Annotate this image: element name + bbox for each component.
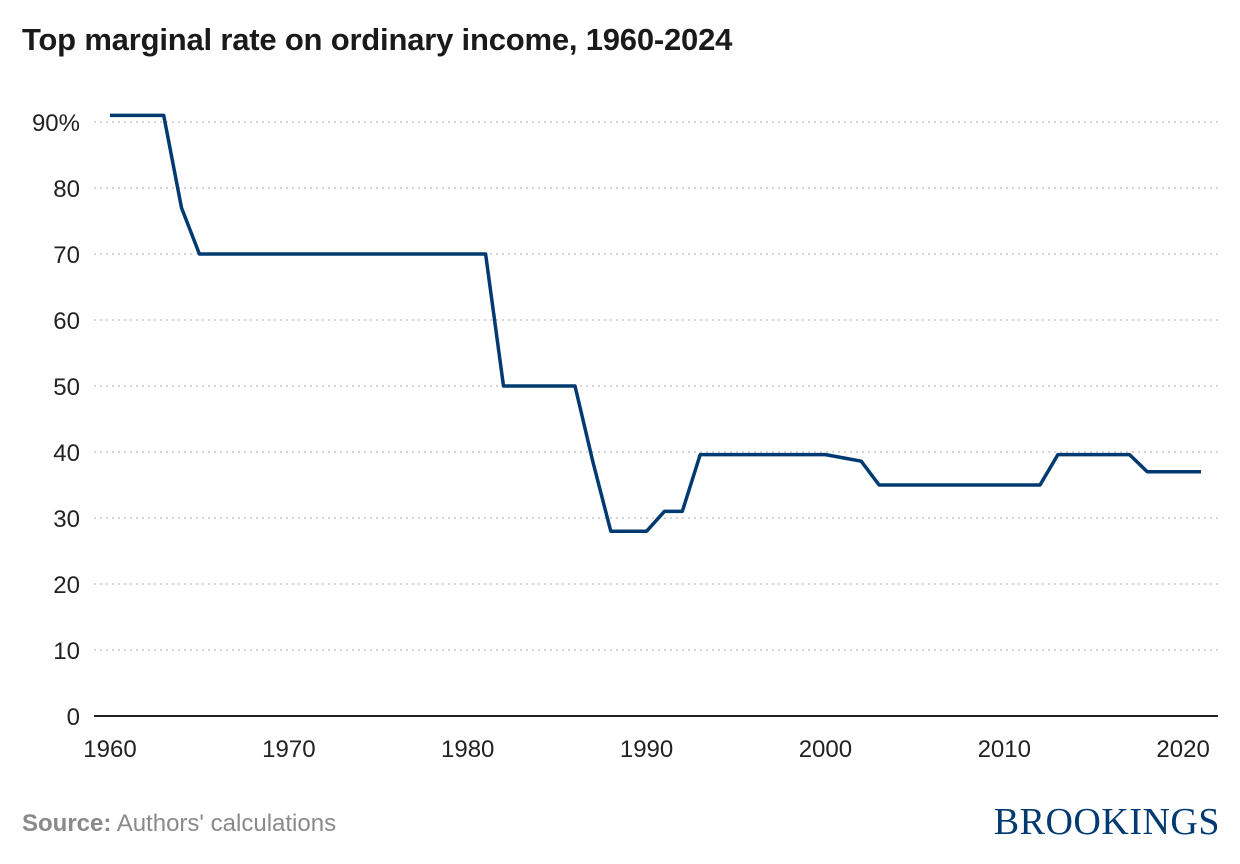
y-axis-ticks: 0 10 20 30 40 50 60 70 80 90% — [32, 110, 80, 731]
x-tick-label: 2010 — [978, 736, 1031, 763]
source-text: Authors' calculations — [116, 810, 337, 837]
y-tick-label: 10 — [53, 638, 80, 665]
series-line — [110, 113, 1201, 533]
x-tick-label: 2020 — [1156, 736, 1209, 763]
y-tick-label: 30 — [53, 506, 80, 533]
gridlines — [94, 121, 1218, 651]
y-tick-label: 40 — [53, 440, 80, 467]
x-tick-label: 1970 — [262, 736, 315, 763]
x-tick-label: 2000 — [799, 736, 852, 763]
y-tick-label: 0 — [67, 704, 80, 731]
chart-title: Top marginal rate on ordinary income, 19… — [22, 22, 733, 57]
source-label: Source: — [22, 810, 112, 837]
y-tick-label: 80 — [53, 176, 80, 203]
y-tick-label: 20 — [53, 572, 80, 599]
x-tick-label: 1990 — [620, 736, 673, 763]
y-tick-label: 50 — [53, 374, 80, 401]
brookings-logo: BROOKINGS — [993, 801, 1220, 843]
y-tick-label: 60 — [53, 308, 80, 335]
y-tick-label: 70 — [53, 242, 80, 269]
x-tick-label: 1960 — [83, 736, 136, 763]
x-tick-label: 1980 — [441, 736, 494, 763]
source-note: Source: Authors' calculations — [22, 810, 336, 838]
x-axis-ticks: 1960 1970 1980 1990 2000 2010 2020 — [83, 736, 1210, 763]
y-tick-label: 90% — [32, 110, 80, 137]
